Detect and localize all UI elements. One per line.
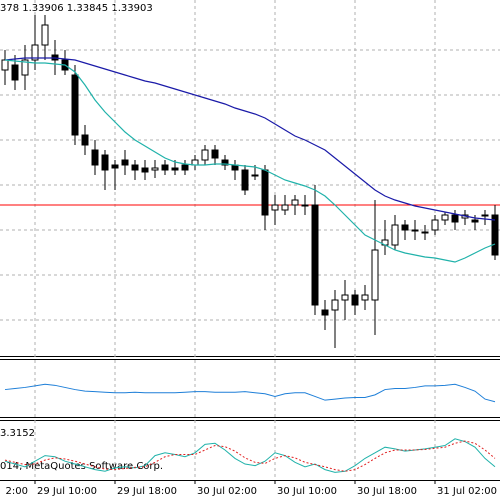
x-tick-label: 2:00 bbox=[6, 486, 28, 497]
candle-body bbox=[71, 74, 79, 136]
candle-body bbox=[161, 164, 169, 171]
moving-average bbox=[4, 59, 496, 263]
candle-body bbox=[251, 174, 259, 177]
candle-body bbox=[491, 214, 499, 256]
candle-body bbox=[281, 204, 289, 211]
candle-body bbox=[201, 149, 209, 161]
indicator-line bbox=[4, 383, 496, 403]
candle-body bbox=[81, 134, 89, 146]
candle-body bbox=[301, 204, 309, 207]
candle-body bbox=[241, 169, 249, 191]
candle-body bbox=[221, 159, 229, 166]
indicator-line bbox=[4, 440, 496, 472]
candle-body bbox=[431, 219, 439, 231]
candle-body bbox=[261, 169, 269, 216]
candle-body bbox=[481, 214, 489, 217]
candle-body bbox=[391, 224, 399, 246]
x-tick-label: 30 Jul 18:00 bbox=[357, 486, 417, 497]
x-tick-label: 30 Jul 02:00 bbox=[197, 486, 257, 497]
candle-body bbox=[341, 294, 349, 301]
candle-body bbox=[331, 299, 339, 311]
candle-body bbox=[421, 231, 429, 234]
candle-body bbox=[21, 59, 29, 76]
candle-body bbox=[91, 149, 99, 166]
x-tick-label: 30 Jul 10:00 bbox=[277, 486, 337, 497]
x-tick-label: 31 Jul 02:00 bbox=[437, 486, 497, 497]
candle-body bbox=[311, 204, 319, 306]
candle-body bbox=[441, 214, 449, 221]
candle-body bbox=[11, 64, 19, 81]
indicator-label: 3.3152 bbox=[0, 428, 35, 439]
candle-body bbox=[401, 224, 409, 231]
candle-body bbox=[271, 204, 279, 211]
candle-body bbox=[471, 219, 479, 223]
candle-body bbox=[211, 149, 219, 159]
header-text: 378 1.33906 1.33845 1.33903 bbox=[0, 3, 153, 14]
candle-body bbox=[291, 199, 299, 206]
candle-body bbox=[351, 294, 359, 306]
x-tick-label: 29 Jul 10:00 bbox=[37, 486, 97, 497]
candle-body bbox=[361, 294, 369, 301]
candle-body bbox=[141, 167, 149, 173]
candle-body bbox=[1, 59, 9, 71]
candle-body bbox=[181, 164, 189, 171]
footer-text: 014, MetaQuotes Software Corp. bbox=[0, 461, 163, 472]
candle-body bbox=[171, 167, 179, 171]
candle-body bbox=[31, 44, 39, 61]
candle-body bbox=[131, 164, 139, 171]
candle-body bbox=[41, 24, 49, 46]
candle-body bbox=[411, 229, 419, 232]
candle-body bbox=[101, 154, 109, 171]
candle-body bbox=[321, 309, 329, 316]
candle-body bbox=[121, 159, 129, 166]
candle-body bbox=[151, 167, 159, 171]
candle-body bbox=[451, 214, 459, 223]
candle-body bbox=[111, 164, 119, 169]
x-tick-label: 29 Jul 18:00 bbox=[117, 486, 177, 497]
moving-average bbox=[4, 57, 496, 221]
candle-body bbox=[371, 249, 379, 301]
